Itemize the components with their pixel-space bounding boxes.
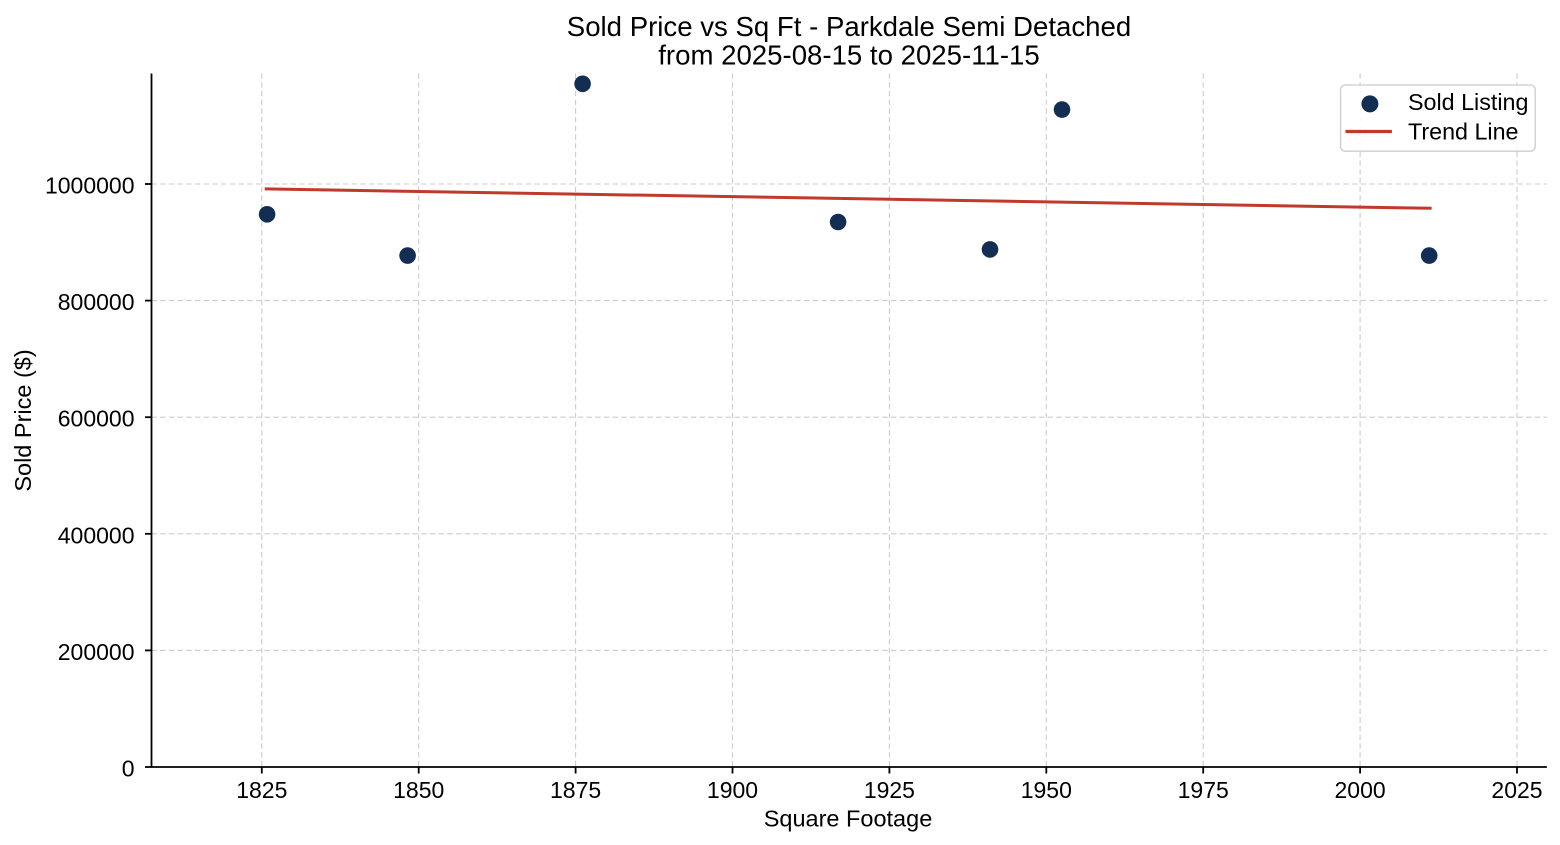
- svg-text:1000000: 1000000: [45, 173, 135, 199]
- svg-text:from 2025-08-15 to 2025-11-15: from 2025-08-15 to 2025-11-15: [658, 40, 1039, 71]
- svg-text:0: 0: [122, 756, 135, 782]
- svg-text:Trend Line: Trend Line: [1408, 118, 1519, 144]
- svg-text:1950: 1950: [1021, 777, 1072, 803]
- svg-text:Sold Listing: Sold Listing: [1408, 89, 1528, 115]
- svg-text:2000: 2000: [1335, 777, 1386, 803]
- svg-text:2025: 2025: [1491, 777, 1542, 803]
- svg-text:1850: 1850: [393, 777, 444, 803]
- svg-text:200000: 200000: [58, 639, 135, 665]
- svg-text:1825: 1825: [236, 777, 287, 803]
- svg-text:Square Footage: Square Footage: [764, 805, 933, 831]
- svg-text:600000: 600000: [58, 406, 135, 432]
- svg-text:800000: 800000: [58, 289, 135, 315]
- svg-text:1875: 1875: [550, 777, 601, 803]
- svg-text:1900: 1900: [707, 777, 758, 803]
- svg-text:Sold Price ($): Sold Price ($): [10, 349, 36, 491]
- svg-text:Sold Price vs Sq Ft - Parkdale: Sold Price vs Sq Ft - Parkdale Semi Deta…: [567, 11, 1131, 42]
- svg-text:1975: 1975: [1178, 777, 1229, 803]
- svg-text:1925: 1925: [864, 777, 915, 803]
- svg-text:400000: 400000: [58, 522, 135, 548]
